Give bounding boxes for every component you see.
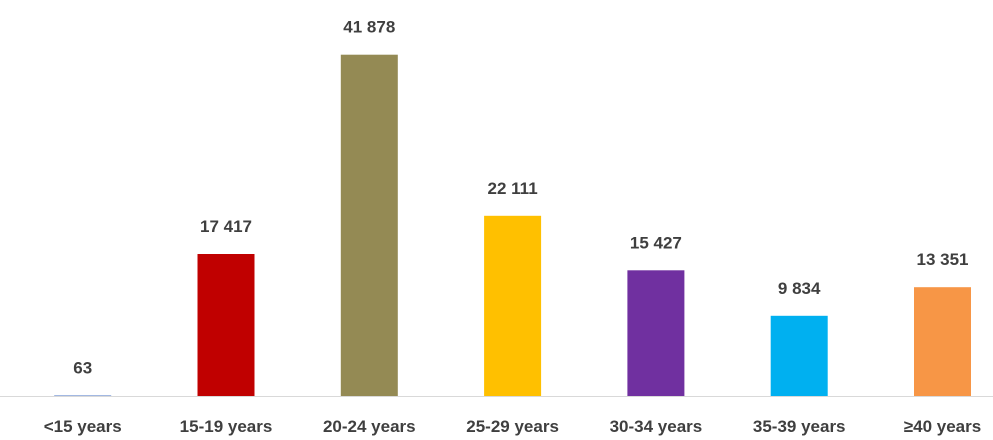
bar-30-34-years <box>627 270 685 396</box>
bar-lt15-years <box>54 395 112 396</box>
bars-group <box>54 54 971 396</box>
x-tick-label-35-39-years: 35-39 years <box>753 417 846 436</box>
x-tick-label-lt15-years: <15 years <box>44 417 122 436</box>
value-label-20-24-years: 41 878 <box>343 18 395 37</box>
value-labels-group: 63 17 417 41 878 22 111 15 427 9 834 13 351 <box>73 18 968 378</box>
bar-25-29-years <box>484 215 542 396</box>
bar-20-24-years <box>340 54 398 396</box>
bar-35-39-years <box>770 315 828 396</box>
x-tick-labels-group: <15 years 15-19 years 20-24 years 25-29 yea… <box>44 417 982 436</box>
x-tick-label-25-29-years: 25-29 years <box>466 417 559 436</box>
value-label-35-39-years: 9 834 <box>778 279 821 298</box>
value-label-30-34-years: 15 427 <box>630 233 682 252</box>
x-tick-label-15-19-years: 15-19 years <box>180 417 273 436</box>
x-tick-label-20-24-years: 20-24 years <box>323 417 416 436</box>
bar-15-19-years <box>197 254 255 396</box>
value-label-25-29-years: 22 111 <box>488 179 538 198</box>
x-tick-label-gte40-years: ≥40 years <box>904 417 981 436</box>
value-label-15-19-years: 17 417 <box>200 217 252 236</box>
value-label-gte40-years: 13 351 <box>917 250 969 269</box>
value-label-lt15-years: 63 <box>73 359 92 378</box>
bar-gte40-years <box>914 287 971 396</box>
x-tick-label-30-34-years: 30-34 years <box>610 417 703 436</box>
